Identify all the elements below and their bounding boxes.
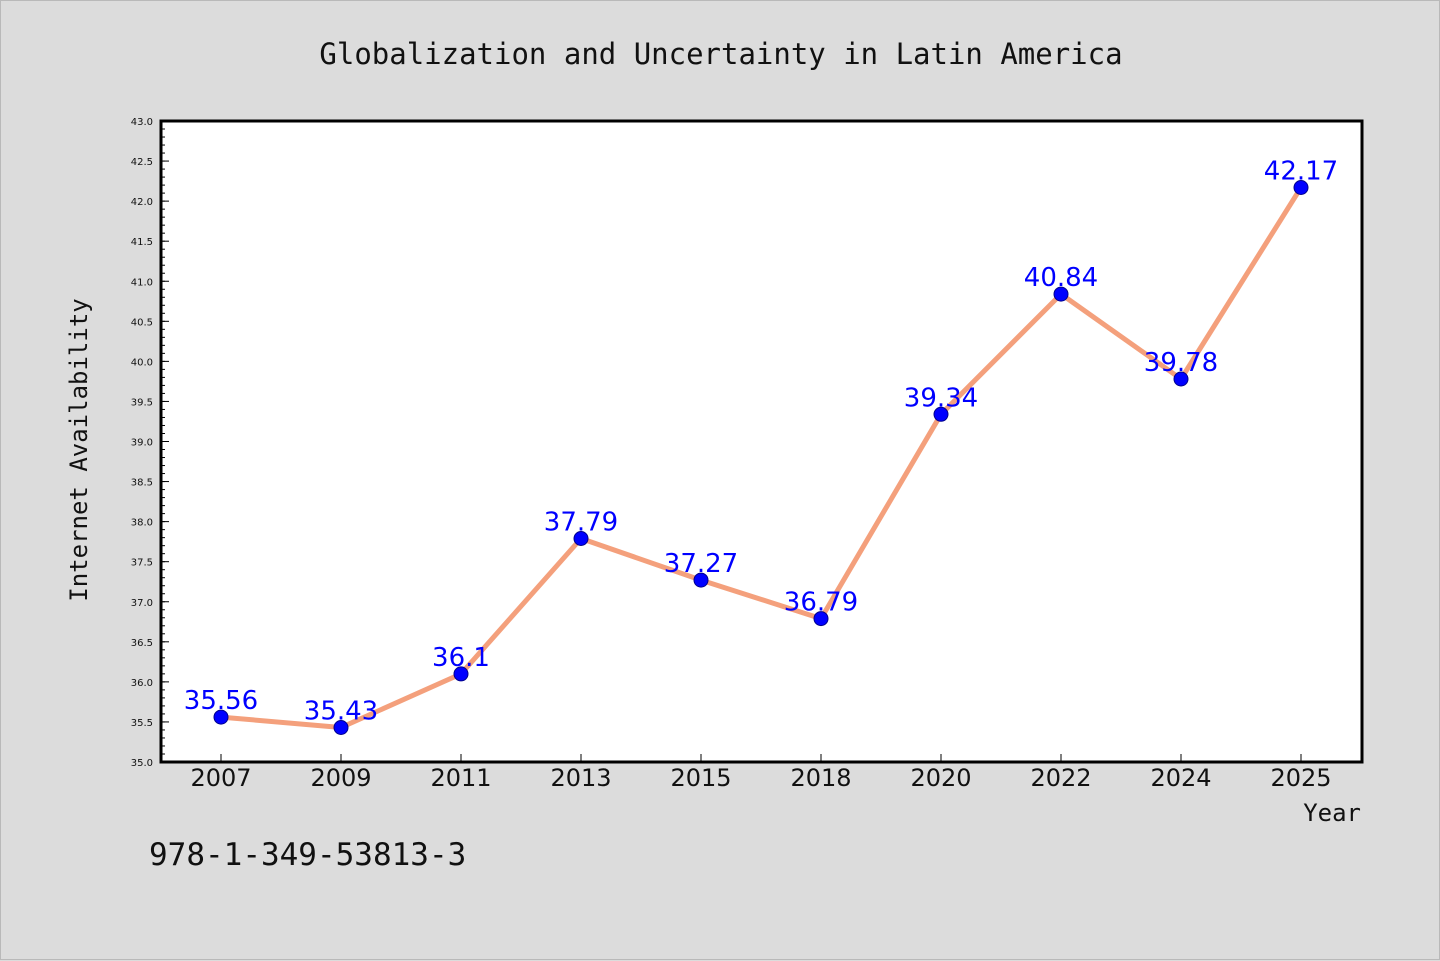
y-tick-label: 42.5 — [131, 157, 153, 168]
y-tick-label: 37.0 — [131, 598, 153, 609]
data-point — [333, 720, 349, 735]
data-point — [213, 709, 229, 725]
data-labels: 35.56 35.43 36.1 37.79 37.27 36.79 39.34 40.84 3… — [184, 157, 1338, 727]
x-tick-label: 2024 — [1150, 764, 1211, 792]
data-label: 39.34 — [904, 383, 978, 413]
y-tick-label: 37.5 — [131, 558, 153, 569]
isbn-code: 978-1-349-53813-3 — [149, 837, 466, 873]
data-label: 42.17 — [1264, 157, 1338, 187]
data-point — [1173, 371, 1189, 387]
y-tick-label: 38.5 — [131, 478, 153, 489]
y-tick-label: 35.0 — [131, 758, 153, 769]
y-tick-label: 35.5 — [131, 718, 153, 729]
chart-title: Globalization and Uncertainty in Latin A… — [319, 37, 1122, 71]
y-tick-label: 36.5 — [131, 638, 153, 649]
data-label: 37.27 — [664, 549, 738, 579]
data-point — [693, 572, 709, 588]
data-point — [933, 406, 949, 422]
y-axis-label: Internet Availability — [65, 298, 93, 601]
data-point — [813, 611, 829, 627]
data-label: 36.79 — [784, 588, 858, 618]
data-label: 36.1 — [432, 643, 490, 673]
x-axis-label: Year — [1303, 799, 1361, 827]
y-tick-label: 42.0 — [131, 197, 153, 208]
y-tick-label: 36.0 — [131, 678, 153, 689]
x-tick-label: 2013 — [550, 764, 611, 792]
data-label: 35.43 — [304, 697, 378, 727]
y-tick-label: 39.5 — [131, 397, 153, 408]
data-label: 37.79 — [544, 508, 618, 538]
y-axis: 35.0 35.5 36.0 36.5 37.0 37.5 38.0 38.5 39.0 39.5… — [131, 117, 169, 769]
y-tick-label: 43.0 — [131, 117, 153, 128]
x-tick-label: 2009 — [310, 764, 371, 792]
y-tick-label: 41.0 — [131, 277, 153, 288]
x-tick-label: 2025 — [1270, 764, 1331, 792]
data-label: 35.56 — [184, 686, 258, 716]
data-point — [1293, 180, 1309, 195]
data-markers — [213, 180, 1309, 735]
y-tick-label: 41.5 — [131, 237, 153, 248]
x-axis: 2007 2009 2011 2013 2015 2018 2020 2022 2024 2025 — [190, 754, 1332, 792]
data-point — [453, 666, 469, 682]
x-tick-label: 2022 — [1030, 764, 1091, 792]
data-point — [573, 531, 589, 546]
x-tick-label: 2007 — [190, 764, 251, 792]
plot-area — [159, 119, 1364, 764]
y-tick-label: 38.0 — [131, 518, 153, 529]
y-tick-label: 40.5 — [131, 317, 153, 328]
x-tick-label: 2011 — [430, 764, 491, 792]
x-tick-label: 2020 — [910, 764, 971, 792]
y-tick-label: 40.0 — [131, 357, 153, 368]
y-tick-label: 39.0 — [131, 438, 153, 449]
data-label: 39.78 — [1144, 348, 1218, 378]
x-tick-label: 2015 — [670, 764, 731, 792]
data-label: 40.84 — [1024, 263, 1098, 293]
x-tick-label: 2018 — [790, 764, 851, 792]
data-point — [1053, 286, 1069, 302]
series-line — [218, 185, 1304, 730]
